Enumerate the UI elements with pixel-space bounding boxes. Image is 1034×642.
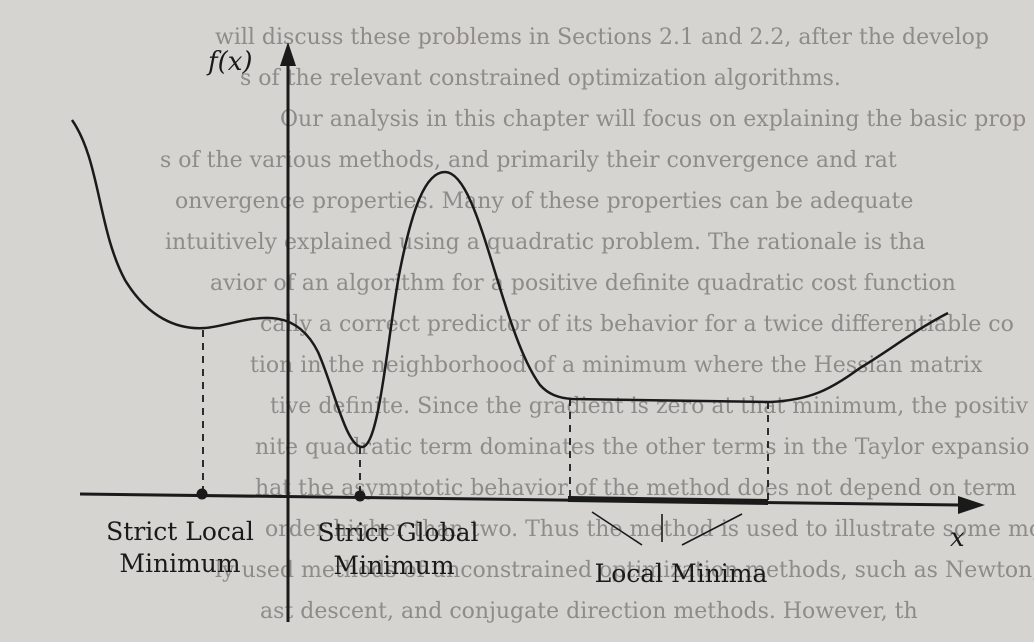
local-minima-label: Local Minima xyxy=(595,559,768,588)
background-text-line: tion in the neighborhood of a minimum wh… xyxy=(250,353,983,378)
x-axis-arrow-icon xyxy=(958,496,985,514)
strict-local-minimum-label-line1: Strict Local xyxy=(106,517,254,546)
background-text-line: avior of an algorithm for a positive def… xyxy=(210,271,956,296)
background-text-line: s of the various methods, and primarily … xyxy=(160,148,897,173)
background-text-line: Our analysis in this chapter will focus … xyxy=(280,107,1026,132)
background-text-line: nite quadratic term dominates the other … xyxy=(255,435,1029,460)
background-text-line: s of the relevant constrained optimizati… xyxy=(240,66,841,91)
y-axis-label: f(x) xyxy=(206,47,253,77)
background-text-line: ly used methods of unconstrained optimiz… xyxy=(215,558,1034,583)
strict-global-minimum-label-line2: Minimum xyxy=(333,551,454,580)
y-axis-arrow-icon xyxy=(280,42,296,66)
background-text-line: intuitively explained using a quadratic … xyxy=(165,230,925,255)
background-text-line: will discuss these problems in Sections … xyxy=(215,25,989,50)
x-axis-label: x xyxy=(950,523,965,553)
background-text-line: cally a correct predictor of its behavio… xyxy=(260,312,1014,337)
background-text-line: tive definite. Since the gradient is zer… xyxy=(270,394,1029,419)
background-text-line: order higher than two. Thus the method i… xyxy=(265,517,1034,542)
local-minima-pointer-left xyxy=(591,511,643,546)
strict-local-minimum-label-line2: Minimum xyxy=(119,549,240,578)
strict-local-minimum-point xyxy=(196,488,208,500)
strict-global-minimum-point xyxy=(354,490,366,502)
function-curve xyxy=(70,119,949,449)
background-page-text: will discuss these problems in Sections … xyxy=(160,25,1034,624)
background-text-line: ast descent, and conjugate direction met… xyxy=(260,599,918,624)
x-axis xyxy=(79,492,961,507)
strict-global-minimum-label-line1: Strict Global xyxy=(317,518,478,547)
local-minima-pointer-right xyxy=(681,513,743,546)
local-minima-segment xyxy=(567,496,769,505)
background-text-line: onvergence properties. Many of these pro… xyxy=(175,189,913,214)
